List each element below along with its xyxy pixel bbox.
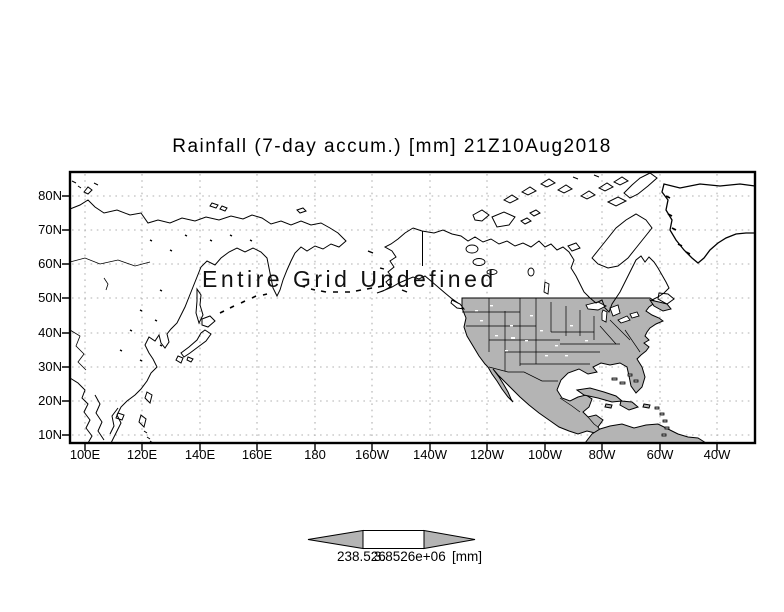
lake-michigan xyxy=(601,309,608,323)
aleutian-islands xyxy=(300,283,393,293)
korea-taiwan-hainan xyxy=(115,391,153,421)
vancouver-island xyxy=(450,299,466,310)
colorbar-min-label: 238.526 xyxy=(337,549,386,564)
colorbar xyxy=(307,529,476,550)
lat-tick-label-60n: 60N xyxy=(38,256,62,271)
colorbar-mid-segment xyxy=(362,530,425,549)
lat-tick-label-20n: 20N xyxy=(38,393,62,408)
south-america-coast xyxy=(583,423,708,444)
hispaniola xyxy=(619,400,640,411)
lat-tick-label-40n: 40N xyxy=(38,325,62,340)
graticule-gridlines xyxy=(72,174,753,441)
lake-ontario xyxy=(629,311,640,319)
lon-tick-label-60w: 60W xyxy=(646,447,674,462)
gray-land-mask xyxy=(461,297,708,444)
bahamas-and-antilles-islets xyxy=(611,373,670,437)
lon-tick-label-160e: 160E xyxy=(241,447,273,462)
colorbar-units-label: [mm] xyxy=(452,549,482,564)
siberia-lake-specks xyxy=(119,234,253,362)
lat-tick-marks xyxy=(62,195,70,436)
southampton-island xyxy=(567,242,581,252)
japan-kyushu-shikoku xyxy=(175,355,194,364)
lon-tick-label-160w: 160W xyxy=(355,447,389,462)
lat-tick-label-80n: 80N xyxy=(38,188,62,203)
alaska-coast xyxy=(376,227,459,304)
lat-tick-label-10n: 10N xyxy=(38,427,62,442)
lon-tick-label-120w: 120W xyxy=(470,447,504,462)
coastlines xyxy=(69,172,756,444)
puerto-rico xyxy=(642,403,651,409)
philippines xyxy=(138,414,154,444)
plot-title: Rainfall (7-day accum.) [mm] 21Z10Aug201… xyxy=(172,136,612,157)
asia-interior-borders xyxy=(69,257,151,371)
nova-scotia xyxy=(648,299,672,312)
lon-tick-label-80w: 80W xyxy=(588,447,616,462)
baffin-island xyxy=(591,213,653,269)
lon-tick-marks xyxy=(84,443,718,451)
canadian-lakes xyxy=(465,244,550,295)
undefined-grid-message: Entire Grid Undefined xyxy=(202,266,497,292)
lon-tick-label-100e: 100E xyxy=(69,447,101,462)
japan-hokkaido xyxy=(201,315,216,328)
lon-tick-label-140e: 140E xyxy=(184,447,216,462)
lon-tick-label-180: 180 xyxy=(304,447,326,462)
lat-tick-label-70n: 70N xyxy=(38,222,62,237)
great-lakes xyxy=(585,301,640,324)
lake-erie xyxy=(617,315,631,324)
greenland-fjord-marks xyxy=(665,195,691,255)
lat-tick-label-30n: 30N xyxy=(38,359,62,374)
banks-island xyxy=(472,209,490,222)
lake-huron xyxy=(609,304,621,317)
lon-tick-label-120e: 120E xyxy=(126,447,158,462)
kuril-islands xyxy=(219,293,268,314)
greenland-coast xyxy=(661,183,756,264)
lon-tick-label-140w: 140W xyxy=(413,447,447,462)
jamaica xyxy=(604,403,613,409)
lon-tick-label-100w: 100W xyxy=(528,447,562,462)
us-state-borders xyxy=(462,298,641,428)
ellesmere-island xyxy=(623,172,658,199)
japan-honshu xyxy=(180,329,212,358)
newfoundland xyxy=(657,292,675,305)
arctic-islands-siberia xyxy=(71,180,307,214)
colorbar-max-label: 3.8526e+06 xyxy=(374,549,446,564)
plot-frame-group xyxy=(62,170,757,451)
asia-coastline xyxy=(69,199,347,444)
lat-tick-label-50n: 50N xyxy=(38,290,62,305)
north-america-masked-land xyxy=(461,297,664,444)
colorbar-right-arrow xyxy=(423,529,476,550)
plot-frame xyxy=(68,170,757,445)
alaska-islands xyxy=(367,250,408,293)
lon-tick-label-40w: 40W xyxy=(703,447,731,462)
southeast-asia-coast xyxy=(69,377,119,444)
sakhalin xyxy=(195,287,204,325)
victoria-island xyxy=(491,211,516,228)
canada-mainland-coast xyxy=(421,229,670,313)
colorbar-left-arrow xyxy=(307,529,364,550)
devon-island xyxy=(606,196,628,207)
river-speckles xyxy=(475,305,588,357)
arctic-archipelago-islets xyxy=(502,174,629,225)
